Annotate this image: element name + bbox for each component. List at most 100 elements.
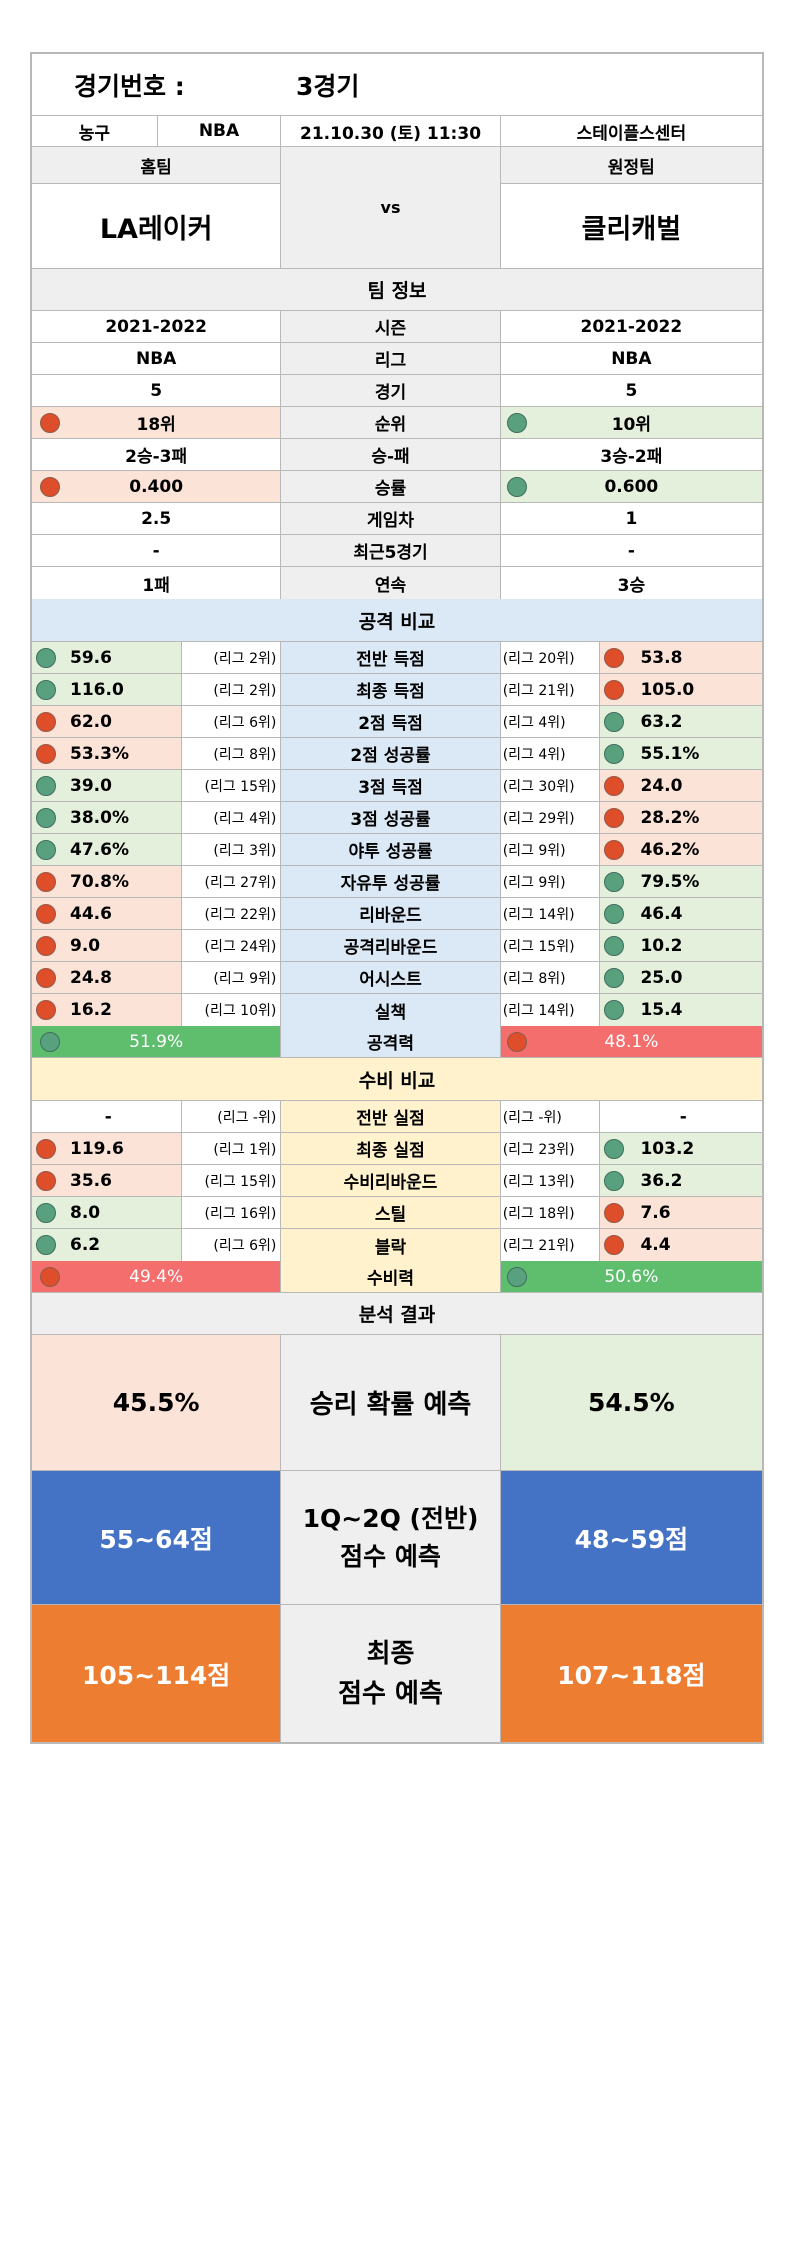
home-rank-dot — [40, 476, 60, 497]
away-attack-power-dot — [506, 1031, 527, 1052]
away-stat-dot — [604, 1170, 625, 1191]
vs-label: vs — [281, 147, 501, 268]
away-league-rank: (리그 9위) — [501, 834, 601, 865]
home-win-probability: 45.5% — [32, 1335, 282, 1470]
team-info-label: 연속 — [281, 567, 501, 599]
away-stat-dot — [604, 1000, 625, 1020]
away-league-rank: (리그 21위) — [501, 674, 601, 705]
half-score-label-line2: 점수 예측 — [340, 1541, 441, 1571]
attack-table: 59.6 (리그 2위) 전반 득점 (리그 20위) 53.8 116.0 (리그 2위)… — [32, 642, 763, 1026]
home-team-info-value: 2.5 — [32, 503, 282, 534]
home-league-rank: (리그 27위) — [182, 866, 282, 897]
stat-label: 수비리바운드 — [281, 1165, 501, 1196]
away-team-info-value: 10위 — [500, 407, 762, 438]
team-info-row: 2021-2022 시즌 2021-2022 — [32, 311, 762, 343]
home-stat-value: 47.6% — [32, 834, 182, 865]
home-stat-dot — [36, 1202, 56, 1223]
home-team-name: LA레이커 — [99, 213, 213, 245]
home-league-rank: (리그 2위) — [182, 642, 282, 673]
half-score-label: 1Q~2Q (전반) 점수 예측 — [281, 1471, 501, 1604]
away-stat-dot — [604, 711, 625, 732]
away-team-info-value: 3승 — [617, 575, 646, 596]
team-info-label: 시즌 — [281, 311, 501, 342]
home-stat-dot — [36, 1138, 56, 1159]
away-win-probability: 54.5% — [500, 1335, 762, 1470]
home-team-info-value: 18위 — [32, 407, 282, 438]
home-league-rank: (리그 6위) — [182, 706, 282, 737]
away-stat-dot — [604, 967, 625, 988]
match-info-row: 농구 NBA 21.10.30 (토) 11:30 스테이플스센터 — [32, 116, 762, 147]
home-league-rank: (리그 1위) — [182, 1133, 282, 1164]
attack-stat-row: 38.0% (리그 4위) 3점 성공률 (리그 29위) 28.2% — [32, 802, 763, 834]
home-team-info-value: 5 — [32, 375, 282, 406]
attack-stat-row: 47.6% (리그 3위) 야투 성공률 (리그 9위) 46.2% — [32, 834, 763, 866]
home-league-rank: (리그 8위) — [182, 738, 282, 769]
defense-title: 수비 비교 — [358, 1069, 436, 1092]
away-league-rank: (리그 13위) — [501, 1165, 601, 1196]
attack-title: 공격 비교 — [358, 610, 436, 633]
attack-stat-row: 39.0 (리그 15위) 3점 득점 (리그 30위) 24.0 — [32, 770, 763, 802]
venue-cell: 스테이플스센터 — [576, 123, 687, 144]
game-analysis-sheet: 경기번호 : 3경기 농구 NBA 21.10.30 (토) 11:30 스테이… — [30, 52, 764, 1744]
analysis-title: 분석 결과 — [358, 1304, 436, 1326]
home-attack-power: 51.9% — [32, 1026, 282, 1057]
away-stat-value: 28.2% — [600, 802, 763, 833]
attack-power-label: 공격력 — [281, 1026, 501, 1057]
home-team-label: 홈팀 — [32, 147, 281, 184]
stat-label: 최종 실점 — [281, 1133, 501, 1164]
away-stat-dot — [604, 839, 625, 860]
away-stat-value: 4.4 — [600, 1229, 763, 1261]
home-league-rank: (리그 24위) — [182, 930, 282, 961]
stat-label: 자유투 성공률 — [281, 866, 501, 897]
team-info-label: 최근5경기 — [281, 535, 501, 566]
away-half-score: 48~59점 — [500, 1471, 762, 1604]
away-team-info-value: NBA — [611, 348, 652, 369]
home-final-score: 105~114점 — [32, 1605, 282, 1742]
away-stat-value: 7.6 — [600, 1197, 763, 1228]
away-team-info-value: 1 — [625, 508, 638, 529]
away-league-rank: (리그 30위) — [501, 770, 601, 801]
away-stat-value: 55.1% — [600, 738, 763, 769]
team-info-row: 5 경기 5 — [32, 375, 762, 407]
home-stat-dot — [36, 1000, 56, 1020]
away-stat-dot — [604, 871, 625, 892]
team-info-row: - 최근5경기 - — [32, 535, 762, 567]
attack-stat-row: 116.0 (리그 2위) 최종 득점 (리그 21위) 105.0 — [32, 674, 763, 706]
away-league-rank: (리그 4위) — [501, 738, 601, 769]
home-league-rank: (리그 4위) — [182, 802, 282, 833]
win-probability-label: 승리 확률 예측 — [281, 1335, 501, 1470]
team-info-label: 승-패 — [281, 439, 501, 470]
datetime-cell: 21.10.30 (토) 11:30 — [281, 116, 501, 146]
away-team-info-value: 5 — [625, 380, 638, 401]
away-stat-value: - — [679, 1106, 687, 1127]
home-league-rank: (리그 9위) — [182, 962, 282, 993]
home-defense-power-dot — [40, 1266, 60, 1287]
stat-label: 3점 득점 — [281, 770, 501, 801]
away-stat-value: 103.2 — [600, 1133, 763, 1164]
defense-stat-row: 6.2 (리그 6위) 블락 (리그 21위) 4.4 — [32, 1229, 763, 1261]
home-attack-power-dot — [40, 1031, 60, 1052]
home-team-info-value: 2승-3패 — [32, 439, 282, 470]
home-stat-value: 62.0 — [32, 706, 182, 737]
home-team-info-value: 2021-2022 — [32, 311, 282, 342]
home-team-info-value: NBA — [32, 343, 282, 374]
attack-stat-row: 24.8 (리그 9위) 어시스트 (리그 8위) 25.0 — [32, 962, 763, 994]
home-stat-value: 116.0 — [32, 674, 182, 705]
away-team-label: 원정팀 — [500, 147, 762, 184]
stat-label: 블락 — [281, 1229, 501, 1261]
attack-header: 공격 비교 — [32, 599, 762, 642]
team-info-label: 리그 — [281, 343, 501, 374]
team-info-row: 2승-3패 승-패 3승-2패 — [32, 439, 762, 471]
away-stat-dot — [604, 743, 625, 764]
game-number-row: 경기번호 : 3경기 — [32, 54, 762, 116]
home-stat-dot — [36, 711, 56, 732]
away-attack-power: 48.1% — [500, 1026, 762, 1057]
away-league-rank: (리그 15위) — [501, 930, 601, 961]
home-stat-dot — [36, 1235, 56, 1255]
away-team-info-value: 3승-2패 — [600, 447, 663, 467]
away-defense-power: 50.6% — [500, 1261, 762, 1292]
away-final-score: 107~118점 — [500, 1605, 762, 1742]
away-stat-dot — [604, 775, 625, 796]
defense-stat-row: 8.0 (리그 16위) 스틸 (리그 18위) 7.6 — [32, 1197, 763, 1229]
stat-label: 2점 성공률 — [281, 738, 501, 769]
